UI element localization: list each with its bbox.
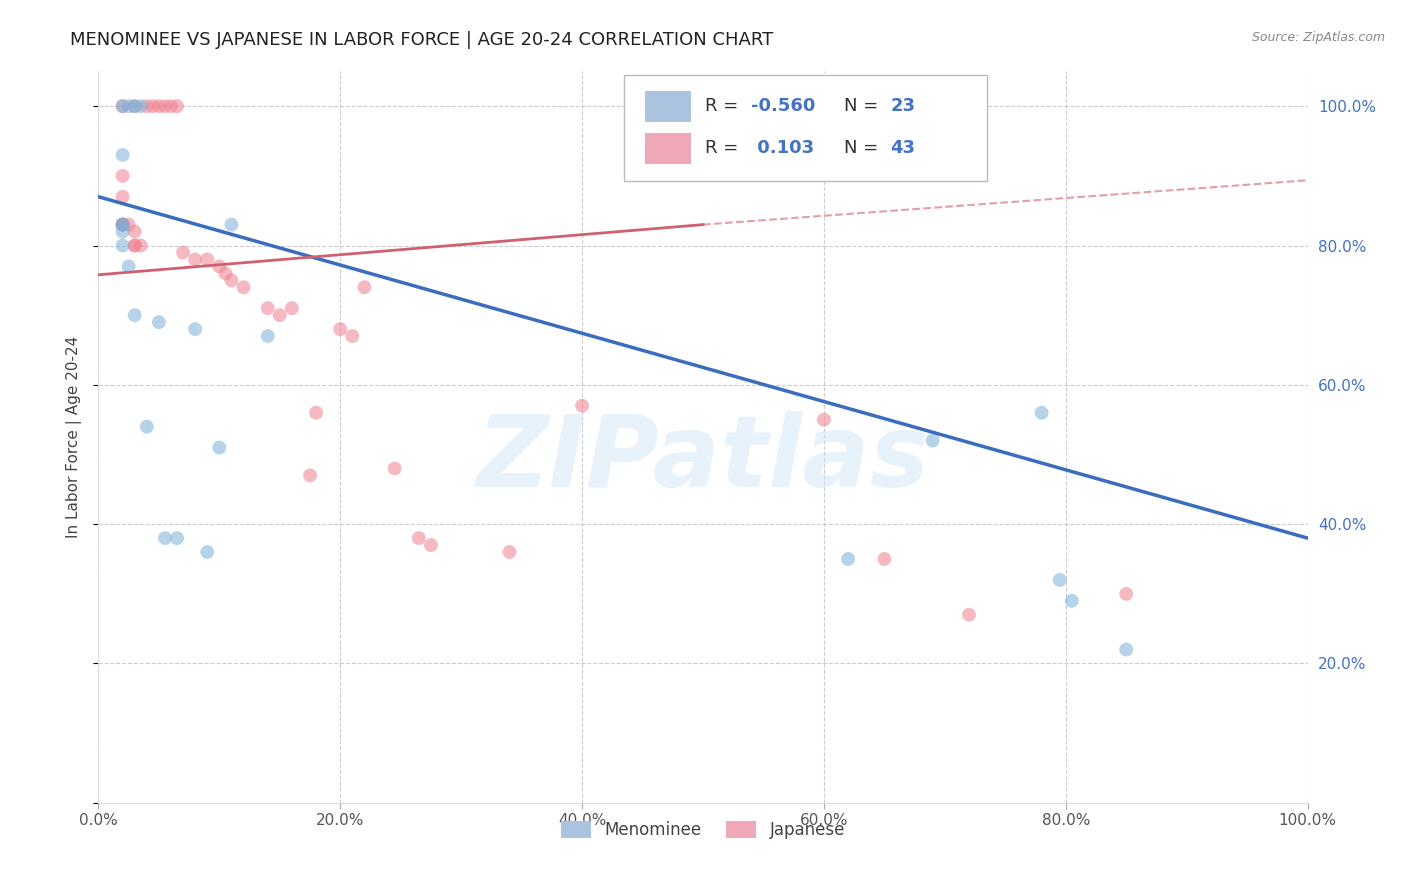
FancyBboxPatch shape (645, 133, 690, 163)
Point (1031, 406, 1053, 420)
Point (256, 301, 278, 316)
Point (153, 99, 176, 113)
FancyBboxPatch shape (645, 91, 690, 122)
Point (957, 607, 980, 622)
Text: 23: 23 (890, 97, 915, 115)
Legend: Menominee, Japanese: Menominee, Japanese (554, 814, 852, 846)
Point (124, 238, 146, 252)
Point (124, 238, 146, 252)
Point (166, 531, 188, 545)
Text: -0.560: -0.560 (751, 97, 815, 115)
Point (353, 280, 375, 294)
Point (111, 99, 134, 113)
Point (305, 406, 328, 420)
Point (837, 552, 859, 566)
Text: 0.103: 0.103 (751, 139, 814, 157)
Point (214, 266, 236, 280)
Point (111, 218, 134, 232)
Point (124, 99, 146, 113)
Point (1115, 587, 1137, 601)
Point (124, 99, 146, 113)
Point (1049, 573, 1071, 587)
Point (129, 238, 152, 252)
Text: 43: 43 (890, 139, 915, 157)
Point (124, 308, 146, 322)
Point (221, 218, 243, 232)
FancyBboxPatch shape (624, 75, 987, 181)
Text: R =: R = (706, 97, 744, 115)
Point (498, 545, 520, 559)
Text: MENOMINEE VS JAPANESE IN LABOR FORCE | AGE 20-24 CORRELATION CHART: MENOMINEE VS JAPANESE IN LABOR FORCE | A… (70, 31, 773, 49)
Point (111, 218, 134, 232)
Point (342, 329, 364, 343)
Point (184, 252, 207, 267)
Point (124, 225, 146, 239)
Point (208, 260, 231, 274)
Point (329, 322, 352, 336)
Point (1115, 642, 1137, 657)
Point (221, 273, 243, 287)
Point (256, 329, 278, 343)
Point (148, 99, 170, 113)
Point (148, 315, 170, 329)
Point (166, 99, 188, 113)
Point (195, 252, 218, 267)
Point (118, 260, 141, 274)
Point (118, 218, 141, 232)
Point (160, 99, 183, 113)
Point (232, 280, 254, 294)
Point (172, 245, 194, 260)
Text: ZIPatlas: ZIPatlas (477, 410, 929, 508)
Point (111, 218, 134, 232)
Point (111, 238, 134, 252)
Point (921, 434, 943, 448)
Text: N =: N = (845, 139, 884, 157)
Point (281, 301, 304, 316)
Point (299, 468, 322, 483)
Point (208, 441, 231, 455)
Point (195, 545, 218, 559)
Y-axis label: In Labor Force | Age 20-24: In Labor Force | Age 20-24 (66, 336, 83, 538)
Point (111, 190, 134, 204)
Point (111, 218, 134, 232)
Point (111, 169, 134, 183)
Point (111, 225, 134, 239)
Point (111, 99, 134, 113)
Point (813, 412, 835, 426)
Point (135, 419, 157, 434)
Point (1060, 594, 1083, 608)
Point (142, 99, 165, 113)
Text: N =: N = (845, 97, 884, 115)
Point (269, 308, 291, 322)
Point (408, 531, 430, 545)
Point (118, 99, 141, 113)
Point (873, 552, 896, 566)
Text: Source: ZipAtlas.com: Source: ZipAtlas.com (1251, 31, 1385, 45)
Point (111, 218, 134, 232)
Point (184, 322, 207, 336)
Point (571, 399, 593, 413)
Point (135, 99, 157, 113)
Point (420, 538, 443, 552)
Point (153, 531, 176, 545)
Text: R =: R = (706, 139, 744, 157)
Point (384, 461, 406, 475)
Point (111, 148, 134, 162)
Point (129, 99, 152, 113)
